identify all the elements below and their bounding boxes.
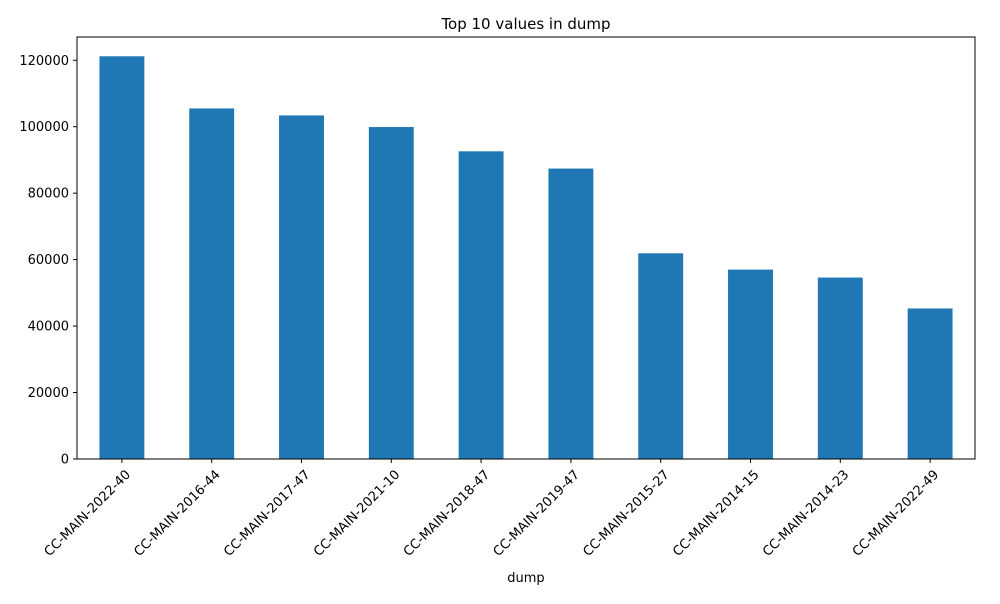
x-tick-label: CC-MAIN-2015-27: [580, 467, 672, 559]
x-tick-label: CC-MAIN-2014-23: [760, 467, 852, 559]
x-tick-label: CC-MAIN-2019-47: [491, 467, 583, 559]
bar: [728, 269, 773, 459]
x-tick-label: CC-MAIN-2018-47: [401, 467, 493, 559]
y-tick-label: 120000: [19, 54, 69, 69]
plot-frame: [76, 36, 976, 460]
y-tick-label: 0: [61, 453, 69, 468]
bar: [458, 151, 504, 459]
chart-title: Top 10 values in dump: [440, 15, 610, 33]
x-tick-label: CC-MAIN-2021-10: [311, 467, 403, 559]
bar: [817, 277, 863, 459]
bar: [907, 308, 953, 459]
y-tick-label: 20000: [28, 386, 69, 401]
bar: [189, 108, 235, 459]
x-tick-label: CC-MAIN-2016-44: [131, 467, 223, 559]
x-axis-label: dump: [507, 571, 544, 586]
y-tick-label: 100000: [19, 120, 69, 135]
bars-layer: [99, 56, 953, 460]
bar: [368, 127, 414, 460]
y-tick-label: 80000: [28, 187, 69, 202]
x-tick-label: CC-MAIN-2022-40: [42, 467, 134, 559]
y-tick-label: 60000: [28, 253, 69, 268]
y-tick-label: 40000: [28, 320, 69, 335]
x-tick-label: CC-MAIN-2022-49: [850, 467, 942, 559]
x-tick-label: CC-MAIN-2017-47: [221, 467, 313, 559]
bar: [638, 253, 684, 459]
bar: [548, 168, 594, 459]
bar: [279, 115, 324, 460]
bar: [99, 56, 145, 460]
x-tick-label: CC-MAIN-2014-15: [670, 467, 762, 559]
